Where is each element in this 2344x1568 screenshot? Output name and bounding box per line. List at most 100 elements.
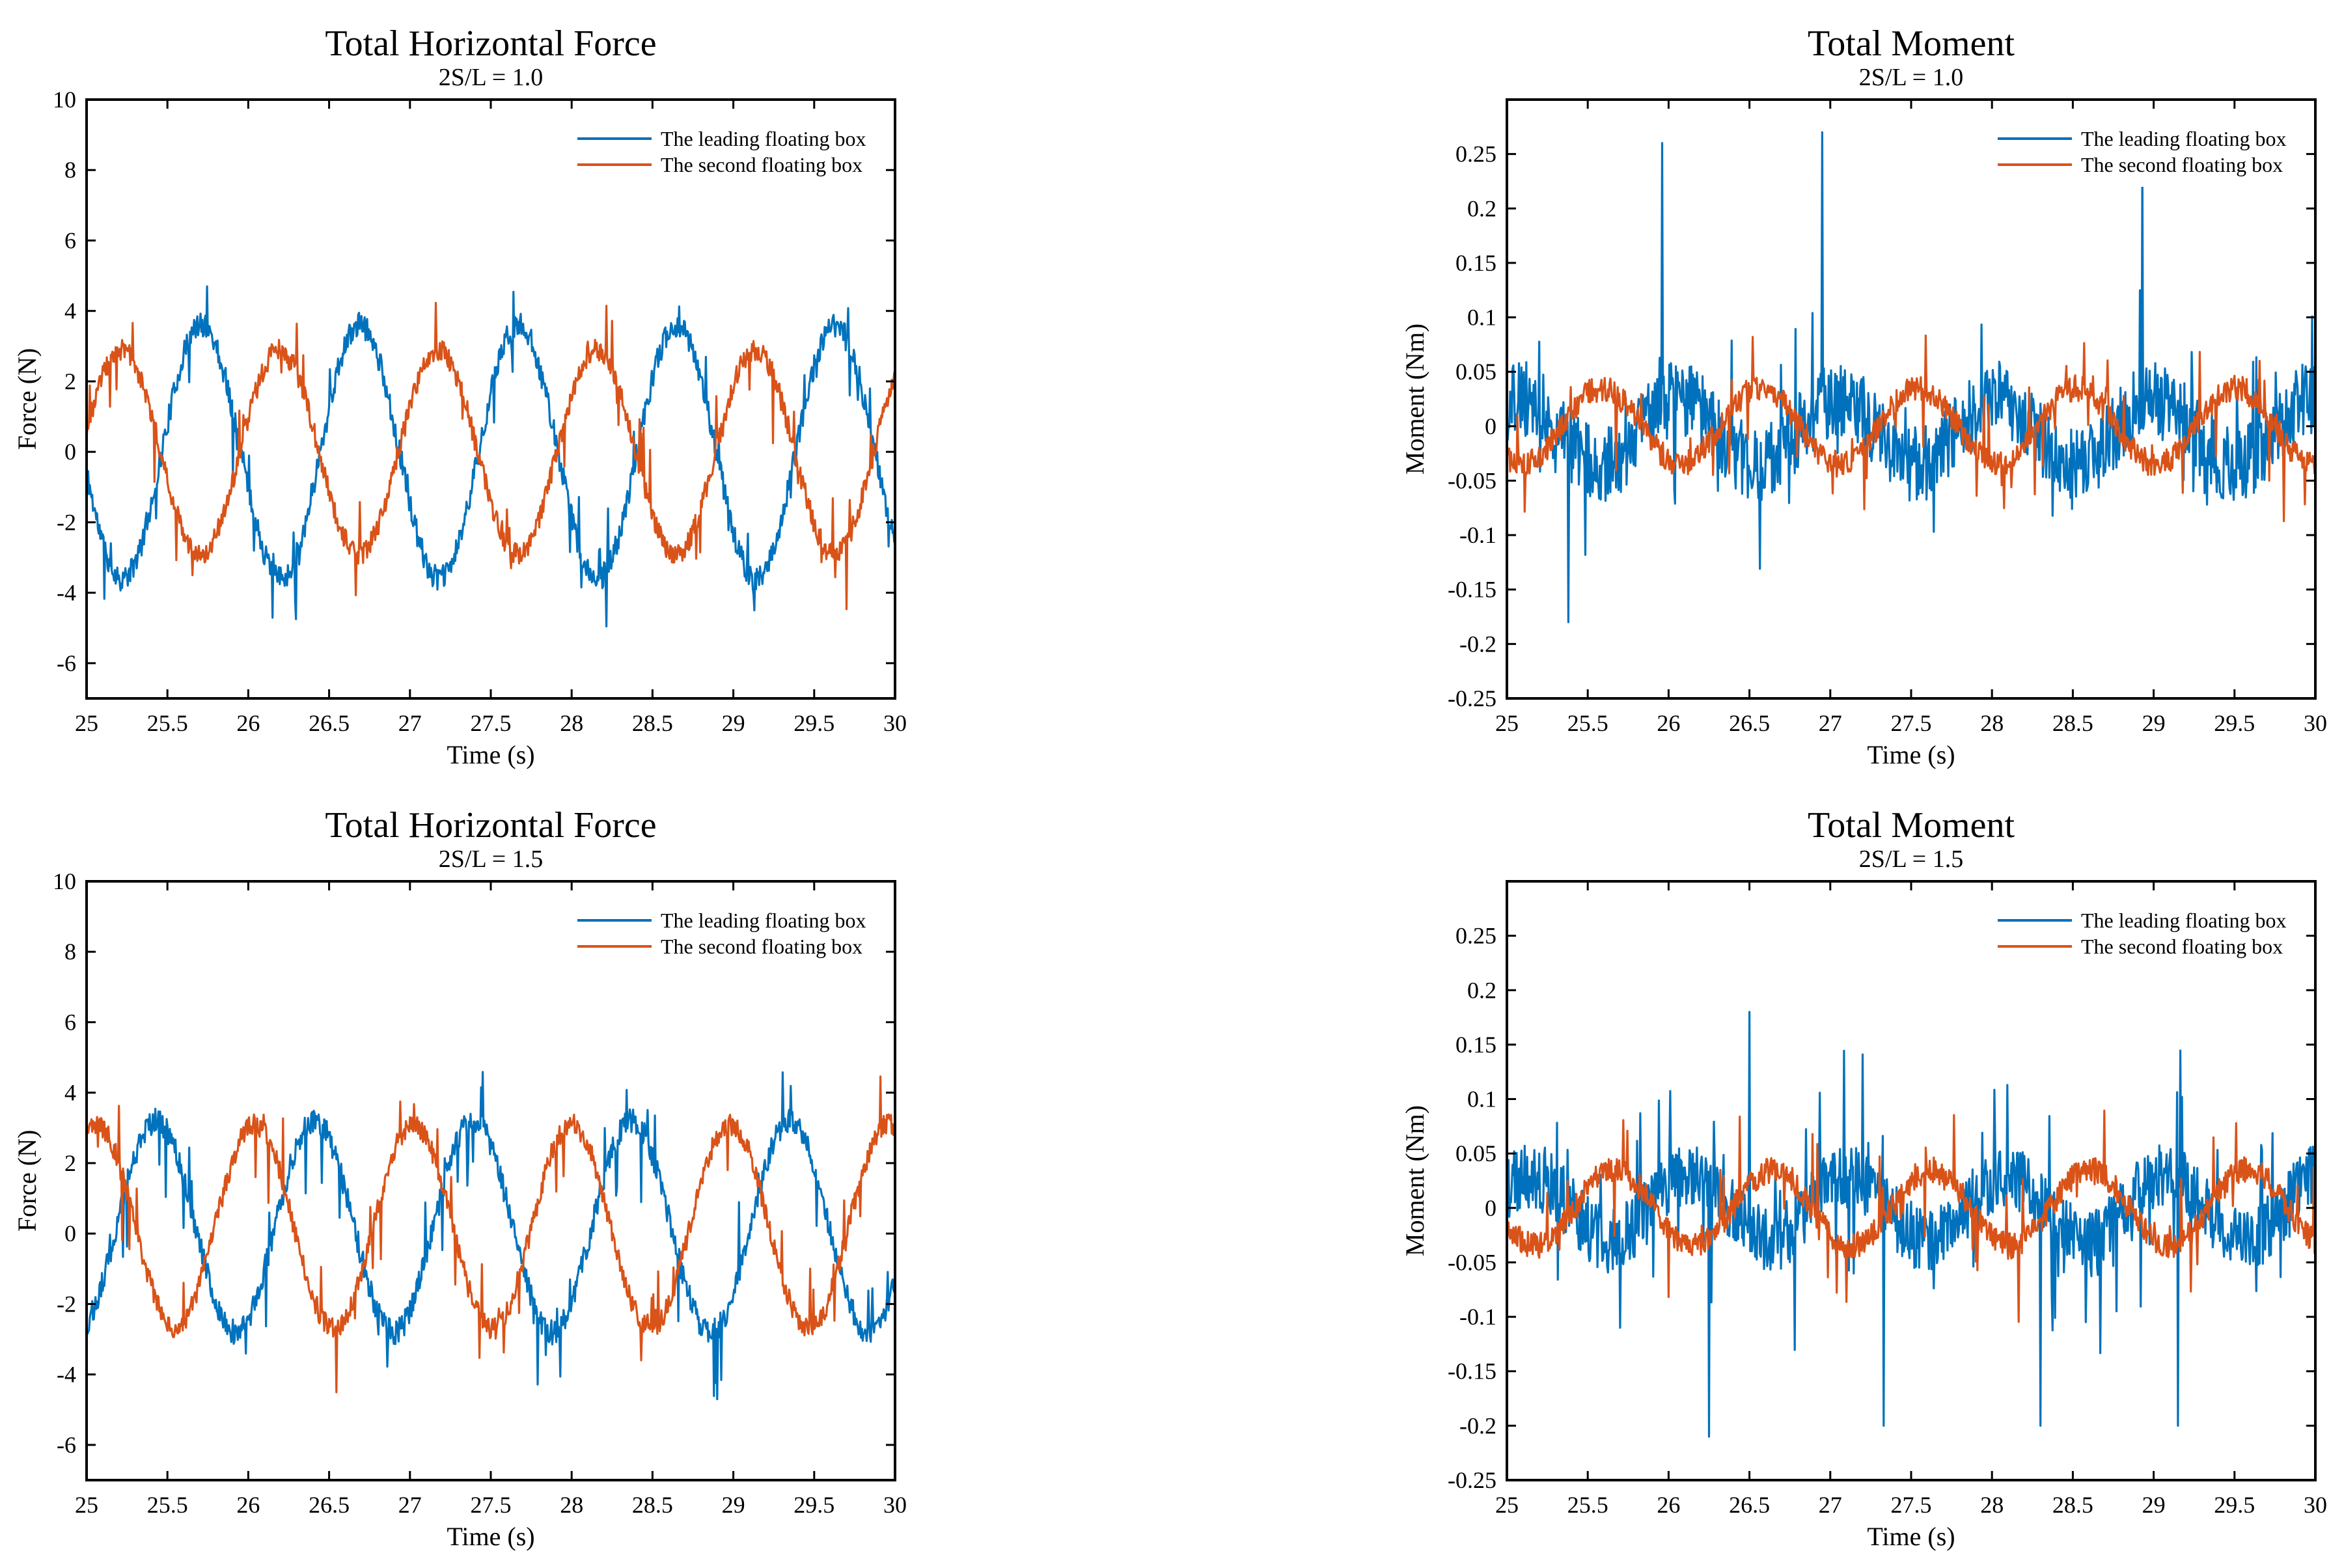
x-tick-label: 28 <box>560 710 583 736</box>
y-tick-label: -0.1 <box>1459 1304 1496 1330</box>
x-tick-label: 26 <box>236 1492 260 1518</box>
x-tick-label: 27 <box>398 1492 422 1518</box>
x-tick-label: 29 <box>722 710 745 736</box>
legend: The leading floating box The second float… <box>1990 119 2304 187</box>
x-tick-label: 29.5 <box>2214 710 2255 736</box>
y-tick-label: -0.15 <box>1448 1358 1496 1384</box>
x-tick-label: 25.5 <box>147 1492 188 1518</box>
y-tick-label: 0 <box>64 1220 76 1246</box>
x-tick-label: 25 <box>1495 710 1519 736</box>
y-tick-label: 10 <box>53 87 76 113</box>
legend-label: The second floating box <box>661 153 862 176</box>
x-tick-label: 28.5 <box>632 710 673 736</box>
x-tick-label: 26.5 <box>1729 1492 1770 1518</box>
series-line-leading <box>87 1071 895 1401</box>
series-group <box>1507 131 2315 624</box>
y-tick-label: 0.25 <box>1455 141 1496 167</box>
x-tick-label: 27 <box>398 710 422 736</box>
y-tick-label: 0.15 <box>1455 1032 1496 1058</box>
y-tick-label: -6 <box>57 650 76 676</box>
chart-subtitle: 2S/L = 1.0 <box>439 64 543 91</box>
x-tick-label: 28 <box>560 1492 583 1518</box>
x-tick-label: 26.5 <box>309 710 350 736</box>
y-tick-label: -2 <box>57 1291 76 1317</box>
y-tick-label: 6 <box>64 1009 76 1035</box>
x-tick-label: 26 <box>1657 710 1680 736</box>
x-tick-label: 26.5 <box>1729 710 1770 736</box>
x-tick-label: 29 <box>722 1492 745 1518</box>
y-axis-label: Force (N) <box>12 348 42 450</box>
x-tick-label: 30 <box>2304 1492 2327 1518</box>
y-tick-label: -0.25 <box>1448 685 1496 711</box>
x-tick-label: 30 <box>883 710 907 736</box>
y-axis-label: Force (N) <box>12 1130 42 1232</box>
y-tick-label: 0 <box>64 439 76 465</box>
x-axis-label: Time (s) <box>1867 740 1955 769</box>
chart-title: Total Horizontal Force <box>325 23 656 64</box>
x-tick-label: 25 <box>75 710 98 736</box>
legend-label: The second floating box <box>2081 935 2283 958</box>
legend-label: The leading floating box <box>2081 127 2286 150</box>
series-group <box>87 285 895 627</box>
y-tick-label: 4 <box>64 298 76 324</box>
x-tick-label: 25.5 <box>147 710 188 736</box>
y-tick-label: 0.1 <box>1467 305 1496 331</box>
x-tick-label: 27 <box>1819 1492 1842 1518</box>
series-line-second <box>87 301 895 611</box>
x-tick-label: 26 <box>236 710 260 736</box>
x-tick-label: 27.5 <box>1891 1492 1932 1518</box>
series-group <box>87 1071 895 1401</box>
y-tick-label: 10 <box>53 868 76 894</box>
axes-frame <box>1506 98 2317 700</box>
chart-subtitle: 2S/L = 1.5 <box>439 846 543 873</box>
x-axis-label: Time (s) <box>447 740 534 769</box>
legend-label: The leading floating box <box>661 909 866 932</box>
y-tick-label: 6 <box>64 227 76 253</box>
x-tick-label: 30 <box>2304 710 2327 736</box>
y-tick-label: 0.05 <box>1455 1140 1496 1166</box>
x-tick-label: 25.5 <box>1567 710 1608 736</box>
y-tick-label: -0.05 <box>1448 467 1496 493</box>
y-tick-label: -2 <box>57 509 76 535</box>
legend-label: The leading floating box <box>661 127 866 150</box>
y-tick-label: -0.2 <box>1459 631 1496 657</box>
chart-title: Total Moment <box>1808 805 2015 846</box>
y-tick-label: 0.05 <box>1455 359 1496 385</box>
y-tick-label: -0.1 <box>1459 522 1496 548</box>
y-tick-label: -4 <box>57 580 76 606</box>
x-tick-label: 29 <box>2142 1492 2166 1518</box>
legend: The leading floating box The second float… <box>1990 901 2304 969</box>
x-tick-label: 27.5 <box>1891 710 1932 736</box>
x-tick-label: 29 <box>2142 710 2166 736</box>
y-tick-label: 8 <box>64 157 76 183</box>
series-line-second <box>87 1075 895 1394</box>
x-tick-label: 25 <box>75 1492 98 1518</box>
chart-title: Total Moment <box>1808 23 2015 64</box>
y-tick-label: -6 <box>57 1432 76 1458</box>
y-tick-label: 0.15 <box>1455 250 1496 276</box>
y-tick-label: 0.25 <box>1455 923 1496 949</box>
x-tick-label: 29.5 <box>793 1492 834 1518</box>
x-tick-label: 29.5 <box>2214 1492 2255 1518</box>
x-tick-label: 25.5 <box>1567 1492 1608 1518</box>
x-tick-label: 28.5 <box>2052 1492 2093 1518</box>
y-tick-label: -0.2 <box>1459 1412 1496 1438</box>
x-tick-label: 28.5 <box>2052 710 2093 736</box>
y-tick-label: 0.1 <box>1467 1086 1496 1112</box>
series-group <box>1507 1011 2315 1438</box>
y-tick-label: 2 <box>64 368 76 394</box>
series-line-leading <box>87 285 895 627</box>
axes-frame <box>85 880 896 1481</box>
x-tick-label: 25 <box>1495 1492 1519 1518</box>
x-tick-label: 26 <box>1657 1492 1680 1518</box>
chart-subtitle: 2S/L = 1.5 <box>1859 846 1963 873</box>
y-tick-label: 0.2 <box>1467 195 1496 221</box>
y-axis-label: Moment (Nm) <box>1400 1105 1429 1256</box>
x-tick-label: 27 <box>1819 710 1842 736</box>
x-tick-label: 28 <box>1980 710 2004 736</box>
x-tick-label: 28.5 <box>632 1492 673 1518</box>
x-tick-label: 27.5 <box>471 1492 512 1518</box>
